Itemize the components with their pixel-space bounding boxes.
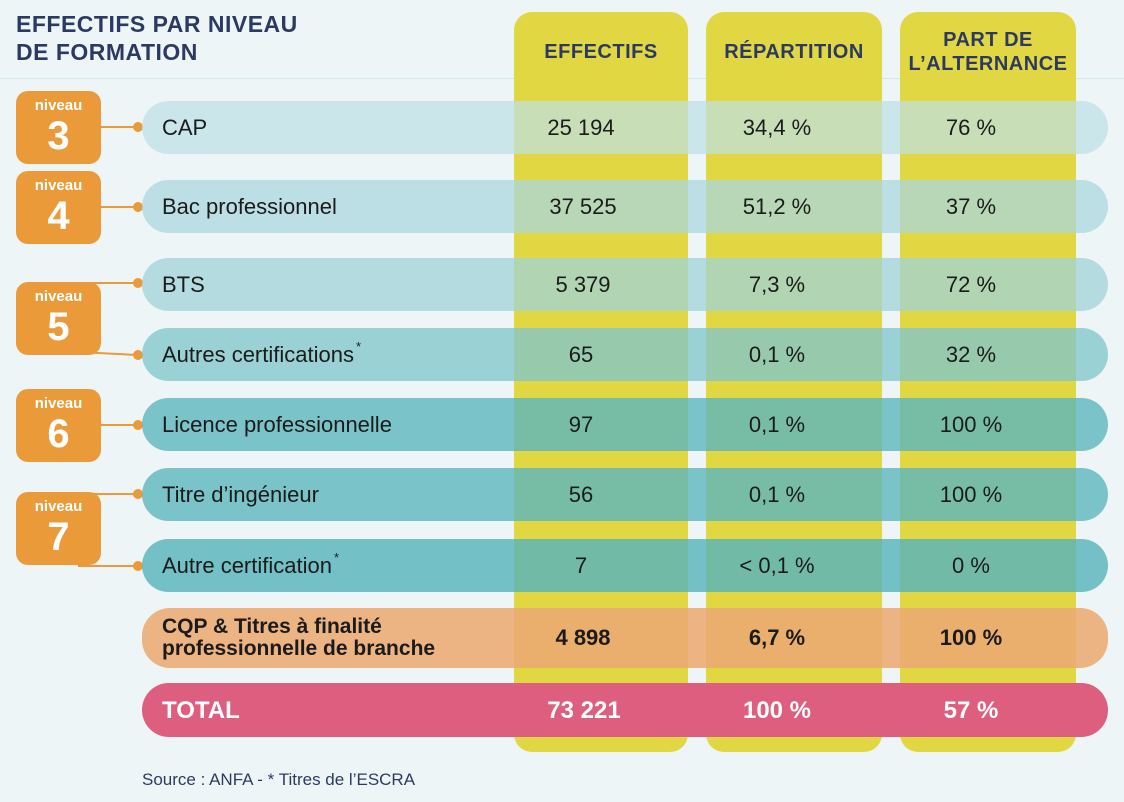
level-badge-3: niveau 3: [16, 91, 101, 164]
cell-alternance: 72 %: [945, 271, 997, 297]
row-bar-ingenieur: [142, 468, 1108, 521]
cell-repartition: < 0,1 %: [739, 552, 815, 578]
row-label: CQP & Titres à finalité professionnelle …: [162, 611, 435, 664]
row-bar-total: [142, 683, 1108, 737]
cell-effectifs: 4 898: [555, 624, 611, 650]
row-bar-licence: [142, 398, 1108, 451]
column-header-effectifs: EFFECTIFS: [514, 12, 688, 92]
cell-repartition: 0,1 %: [748, 481, 806, 507]
cell-repartition: 51,2 %: [742, 193, 812, 219]
cell-repartition: 0,1 %: [748, 341, 806, 367]
row-bar-bac: [142, 180, 1108, 233]
cell-alternance: 0 %: [952, 552, 990, 578]
level-label: niveau: [34, 177, 83, 194]
cell-repartition: 0,1 %: [748, 411, 806, 437]
row-label: TOTAL: [162, 696, 240, 724]
cell-repartition: 34,4 %: [742, 114, 812, 140]
level-label: niveau: [34, 288, 83, 305]
cell-alternance: 37 %: [945, 193, 997, 219]
cell-repartition: 100 %: [742, 696, 812, 724]
connector-dot-bac: [133, 202, 143, 212]
cell-alternance: 76 %: [945, 114, 997, 140]
cqp-label-line-2: professionnelle de branche: [162, 636, 436, 660]
level-badge-4: niveau 4: [16, 171, 101, 244]
row-bar-cap: [142, 101, 1108, 154]
cell-effectifs: 73 221: [547, 696, 621, 724]
cell-effectifs: 25 194: [547, 114, 615, 140]
row-bar-cqp: [142, 608, 1108, 668]
page-title: EFFECTIFS PAR NIVEAU DE FORMATION: [16, 10, 298, 66]
column-header-alternance: PART DE L’ALTERNANCE: [895, 12, 1081, 92]
title-line-2: DE FORMATION: [16, 39, 198, 65]
cqp-label-line-1: CQP & Titres à finalité: [162, 614, 382, 638]
column-header-repartition: RÉPARTITION: [700, 12, 888, 92]
cell-effectifs: 7: [574, 552, 588, 578]
connector-dot-autres: [133, 350, 143, 360]
row-label: Licence professionnelle: [162, 411, 392, 437]
row-label: Bac professionnel: [162, 193, 337, 219]
header-effectifs-line-1: EFFECTIFS: [544, 41, 658, 63]
level-label: niveau: [34, 97, 83, 114]
cell-alternance: 100 %: [939, 411, 1003, 437]
cell-alternance: 32 %: [945, 341, 997, 367]
level-badge-7: niveau 7: [16, 492, 101, 565]
cell-alternance: 100 %: [939, 481, 1003, 507]
header-alternance-line-2: L’ALTERNANCE: [908, 53, 1068, 75]
row-bar-autres: [142, 328, 1108, 381]
source-note: Source : ANFA - * Titres de l’ESCRA: [142, 770, 416, 789]
level-badge-5: niveau 5: [16, 282, 101, 355]
title-line-1: EFFECTIFS PAR NIVEAU: [16, 11, 298, 37]
connector-dot-cap: [133, 122, 143, 132]
connector-dot-autre: [133, 561, 143, 571]
level-number: 3: [47, 114, 70, 158]
row-label: Autres certifications *: [162, 339, 362, 367]
level-number: 6: [47, 412, 70, 456]
level-badge-6: niveau 6: [16, 389, 101, 462]
row-bar-autre: [142, 539, 1108, 592]
row-label: Titre d’ingénieur: [162, 481, 319, 507]
level-number: 5: [47, 305, 70, 349]
connector-dot-licence: [133, 420, 143, 430]
cell-effectifs: 37 525: [549, 193, 617, 219]
connector-dot-bts: [133, 278, 143, 288]
level-label: niveau: [34, 395, 83, 412]
header-alternance-line-1: PART DE: [943, 29, 1033, 51]
cell-effectifs: 65: [568, 341, 594, 367]
cell-effectifs: 97: [568, 411, 594, 437]
row-bar-bts: [142, 258, 1108, 311]
cell-effectifs: 5 379: [555, 271, 611, 297]
connector-dot-ingenieur: [133, 489, 143, 499]
level-number: 4: [47, 194, 70, 238]
level-number: 7: [47, 515, 70, 559]
cell-alternance: 100 %: [939, 624, 1003, 650]
cell-repartition: 6,7 %: [748, 624, 806, 650]
cell-repartition: 7,3 %: [748, 271, 806, 297]
row-label: CAP: [162, 114, 208, 140]
row-label: BTS: [162, 271, 205, 297]
header-repartition-line-1: RÉPARTITION: [724, 41, 864, 63]
cell-alternance: 57 %: [943, 696, 999, 724]
level-label: niveau: [34, 498, 83, 515]
cell-effectifs: 56: [568, 481, 594, 507]
row-label: Autre certification *: [162, 550, 340, 578]
